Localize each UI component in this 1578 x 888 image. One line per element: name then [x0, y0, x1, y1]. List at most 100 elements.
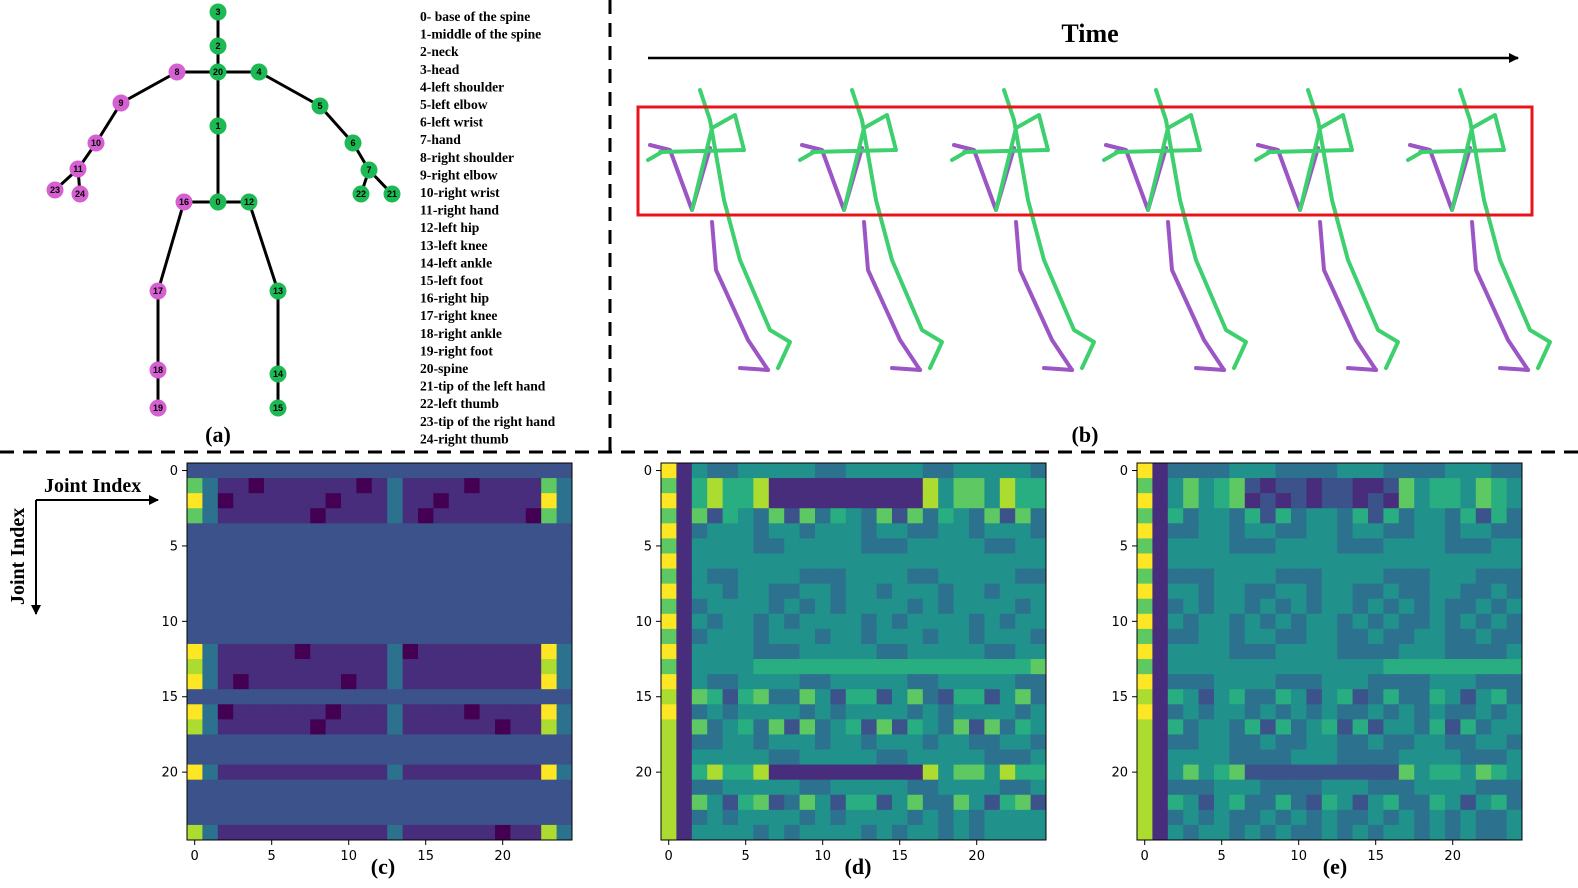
heatmap-cell	[202, 553, 219, 570]
heatmap-cell	[1445, 779, 1461, 796]
heatmap-cell	[892, 764, 908, 781]
heatmap-cell	[387, 824, 404, 841]
heatmap-cell	[1275, 643, 1292, 660]
heatmap-cell	[984, 824, 1001, 841]
heatmap-cell	[1491, 583, 1508, 600]
heatmap-cell	[1445, 643, 1461, 660]
heatmap-cell	[707, 523, 724, 539]
heatmap-cell	[1306, 493, 1323, 509]
heatmap-cell	[1321, 749, 1338, 766]
heatmap-cell	[525, 643, 542, 660]
heatmap-cell	[341, 463, 357, 479]
heatmap-cell	[1198, 689, 1215, 705]
heatmap-cell	[1506, 779, 1523, 796]
heatmap-cell	[402, 674, 419, 690]
heatmap-cell	[1306, 478, 1323, 494]
heatmap-cell	[356, 764, 373, 781]
heatmap-cell	[525, 613, 542, 630]
heatmap-cell	[676, 779, 693, 796]
heatmap-cell	[325, 538, 342, 554]
heatmap-cell	[892, 613, 908, 630]
heatmap-cell	[1214, 659, 1230, 675]
heatmap-cell	[1475, 478, 1492, 494]
heatmap-cell	[187, 598, 203, 615]
heatmap-cell	[1445, 598, 1461, 615]
heatmap-cell	[845, 659, 862, 675]
heatmap-cell	[876, 794, 893, 811]
x-tick-label: 5	[742, 849, 750, 864]
heatmap-cell	[799, 538, 816, 554]
heatmap-cell	[1152, 809, 1169, 826]
heatmap-cell	[1275, 478, 1292, 494]
heatmap-cell	[264, 643, 280, 660]
heatmap-cell	[1291, 553, 1307, 570]
heatmap-cell	[541, 568, 558, 585]
joint-number: 23	[50, 185, 60, 195]
heatmap-cell	[187, 824, 203, 841]
heatmap-cell	[433, 628, 450, 645]
heatmap-cell	[722, 508, 739, 524]
heatmap-cell	[464, 719, 481, 735]
heatmap-cell	[1445, 523, 1461, 539]
heatmap-cell	[892, 583, 908, 600]
heatmap-cell	[691, 493, 708, 509]
heatmap-cell	[999, 508, 1016, 524]
legend-entry: 23-tip of the right hand	[420, 414, 556, 429]
heatmap-cell	[999, 809, 1016, 826]
heatmap-cell	[233, 749, 250, 766]
heatmap-cell	[387, 493, 404, 509]
heatmap-cell	[1260, 749, 1277, 766]
heatmap-cell	[1198, 824, 1215, 841]
heatmap-cell	[1337, 734, 1354, 751]
heatmap-cell	[1229, 583, 1246, 600]
heatmap-cell	[861, 779, 878, 796]
heatmap-cell	[922, 704, 939, 720]
heatmap-cell	[1167, 719, 1184, 735]
heatmap-cell	[922, 508, 939, 524]
heatmap-cell	[1368, 719, 1384, 735]
heatmap-cell	[722, 493, 739, 509]
heatmap-cell	[861, 734, 878, 751]
heatmap-cell	[922, 764, 939, 781]
heatmap-cell	[387, 764, 404, 781]
heatmap-cell	[969, 598, 985, 615]
heatmap-cell	[1506, 689, 1523, 705]
x-tick-label: 20	[1444, 849, 1461, 864]
heatmap-cell	[1291, 628, 1307, 645]
heatmap-cell	[217, 523, 234, 539]
heatmap-cell	[907, 764, 924, 781]
heatmap-cell	[1506, 538, 1523, 554]
heatmap-cell	[402, 643, 419, 660]
heatmap-cell	[1321, 779, 1338, 796]
heatmap-cell	[264, 674, 280, 690]
heatmap-cell	[325, 463, 342, 479]
heatmap-cell	[325, 508, 342, 524]
heatmap-cell	[217, 794, 234, 811]
stick-figure-frame	[798, 88, 944, 372]
heatmap-cell	[1352, 508, 1369, 524]
heatmap-cell	[325, 568, 342, 585]
heatmap-cell	[830, 553, 847, 570]
heatmap-cell	[845, 583, 862, 600]
heatmap-cell	[922, 568, 939, 585]
heatmap-cell	[279, 643, 296, 660]
heatmap-cell	[541, 824, 558, 841]
heatmap-cell	[707, 478, 724, 494]
heatmap-cell	[310, 779, 327, 796]
heatmap-cell	[738, 674, 754, 690]
heatmap-cell	[1445, 628, 1461, 645]
heatmap-cell	[984, 553, 1001, 570]
heatmap-cell	[1137, 674, 1153, 690]
heatmap-cell	[294, 628, 311, 645]
heatmap-cell	[738, 704, 754, 720]
green-hand	[1406, 150, 1424, 162]
heatmap-cell	[310, 643, 327, 660]
heatmap-cell	[1015, 508, 1032, 524]
heatmap-cell	[1291, 794, 1307, 811]
heatmap-cell	[861, 523, 878, 539]
heatmap-cell	[984, 764, 1001, 781]
heatmap-cell	[876, 553, 893, 570]
heatmap-cell	[707, 719, 724, 735]
stick-figure-frames	[646, 88, 1552, 372]
